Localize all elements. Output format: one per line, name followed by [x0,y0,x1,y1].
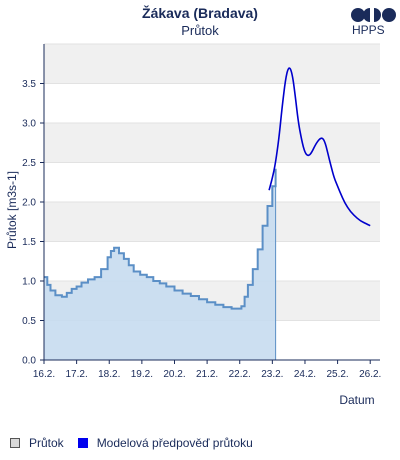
x-tick-label: 25.2. [326,369,348,380]
grid-band [44,202,380,242]
x-tick-label: 19.2. [131,369,153,380]
y-axis-title: Průtok [m3s-1] [5,171,19,249]
x-tick-label: 23.2. [261,369,283,380]
x-tick-label: 26.2. [359,369,381,380]
legend-item-observed[interactable]: Průtok [10,436,64,450]
y-tick-label: 3.5 [22,79,36,90]
logo-text: HPPS [352,23,385,37]
y-tick-label: 1.5 [22,237,36,248]
x-tick-label: 17.2. [65,369,87,380]
x-tick-label: 24.2. [294,369,316,380]
y-tick-label: 0.0 [22,356,36,367]
observed-area [44,168,276,360]
x-tick-label: 21.2. [196,369,218,380]
legend-swatch-forecast [77,438,88,448]
x-tick-label: 22.2. [229,369,251,380]
y-tick-label: 3.0 [22,119,36,130]
y-tick-label: 2.5 [22,158,36,169]
x-axis-title: Datum [339,393,374,407]
legend-swatch-observed [10,438,20,448]
x-tick-label: 18.2. [98,369,120,380]
grid-band [44,44,380,84]
y-tick-label: 1.0 [22,277,36,288]
grid-band [44,123,380,163]
legend: Průtok Modelová předpověď průtoku [10,436,267,450]
legend-label-forecast: Modelová předpověď průtoku [96,436,253,450]
chart-title: Žákava (Bradava) [142,5,258,21]
observed-line [44,168,277,310]
y-tick-label: 0.5 [22,316,36,327]
hpps-logo-icon [351,8,396,22]
y-tick-label: 2.0 [22,198,36,209]
flow-chart: 0.0 0.5 1.0 1.5 2.0 2.5 3.0 3.5 16.2. 17.2. 18.2. 1… [5,43,381,407]
chart-subtitle: Průtok [181,23,219,38]
legend-item-forecast[interactable]: Modelová předpověď průtoku [77,436,253,450]
legend-label-observed: Průtok [29,436,64,450]
x-tick-label: 16.2. [33,369,55,380]
x-tick-label: 20.2. [163,369,185,380]
forecast-line [268,67,371,227]
